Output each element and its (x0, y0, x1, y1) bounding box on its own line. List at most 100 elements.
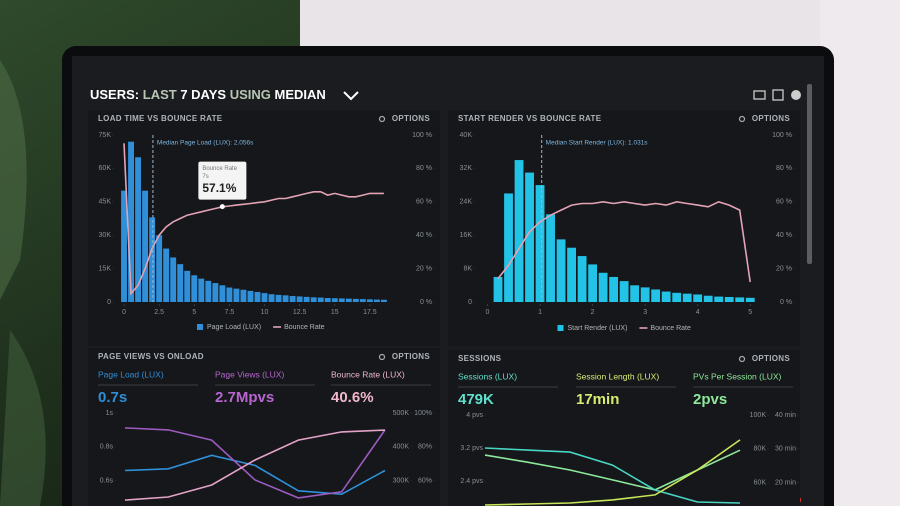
y2-tick-label: 40 % (776, 232, 792, 239)
options-icon[interactable] (378, 115, 386, 123)
leaf (0, 60, 27, 300)
bar (373, 299, 380, 302)
options-button[interactable]: OPTIONS (392, 114, 430, 123)
options-button[interactable]: OPTIONS (752, 114, 790, 123)
y2-tick-label: 60K (754, 479, 767, 486)
bar (598, 272, 608, 302)
bar (191, 275, 198, 302)
options-button[interactable]: OPTIONS (392, 352, 430, 361)
title-part: LAST (143, 87, 177, 102)
panel-title: SESSIONS (458, 354, 502, 363)
legend-swatch (197, 324, 203, 330)
bar (261, 293, 268, 302)
bar (303, 296, 310, 302)
y-tick-label: 2.4 pvs (460, 478, 483, 485)
scrollbar (807, 84, 812, 264)
bar (184, 270, 191, 302)
bar (703, 295, 713, 302)
options-icon[interactable] (738, 355, 746, 363)
help-icon[interactable] (791, 90, 801, 100)
bar (247, 290, 254, 302)
legend-swatch (557, 325, 564, 331)
bar (142, 190, 149, 302)
dashboard-title: USERS: LAST 7 DAYS USING MEDIAN (90, 87, 326, 102)
y-tick-label: 4 pvs (466, 412, 483, 419)
y-tick-label: 30K (99, 232, 112, 239)
bar (275, 294, 282, 302)
y-tick-label: 1s (106, 410, 114, 417)
y3-tick-label: 60% (418, 477, 432, 484)
tooltip-point (219, 204, 225, 210)
y2-tick-label: 300K (393, 477, 410, 484)
bar (226, 287, 233, 302)
bar (240, 289, 247, 302)
y-tick-label: 32K (460, 165, 473, 172)
series-line (123, 143, 384, 296)
tooltip-box (198, 161, 247, 200)
bar (163, 248, 170, 302)
bar (556, 239, 566, 302)
kpi-label: PVs Per Session (LUX) (693, 371, 782, 381)
bar (268, 294, 275, 302)
bar (233, 288, 240, 302)
x-tick-label: 0 (122, 309, 126, 316)
y2-tick-label: 100 % (772, 132, 792, 139)
title-part: 7 DAYS (180, 87, 226, 102)
bar (331, 298, 338, 302)
y3-tick-label: 80% (418, 444, 432, 451)
y2-tick-label: 40 % (416, 232, 432, 239)
x-tick-label: 1 (538, 309, 542, 316)
bar (714, 296, 724, 302)
bar (630, 285, 640, 302)
chart-panel: LOAD TIME VS BOUNCE RATE OPTIONS 0 15K 30K 45… (88, 110, 440, 346)
bar (205, 280, 212, 302)
y2-tick-label: 60 % (776, 199, 792, 206)
bar (661, 291, 671, 302)
kpi-value: 0.7s (98, 389, 127, 406)
series-line (124, 454, 386, 496)
bar (693, 294, 703, 302)
series-line (124, 427, 386, 499)
bar (567, 247, 576, 302)
bar (588, 264, 598, 302)
y2-tick-label: 80K (754, 446, 767, 453)
y2-tick-label: 100K (750, 412, 767, 419)
y2-tick-label: 20 % (416, 265, 432, 272)
tooltip-x: 7s (202, 174, 208, 180)
y2-tick-label: 500K (393, 410, 410, 417)
bar (345, 298, 352, 302)
y3-tick-label: 100% (414, 410, 432, 417)
bar (170, 257, 177, 302)
bar (352, 298, 359, 302)
kpi-value: 2pvs (693, 391, 727, 408)
bar (724, 296, 734, 302)
y-tick-label: 60K (99, 165, 112, 172)
x-tick-label: 10 (261, 309, 269, 316)
chart-panel: START RENDER VS BOUNCE RATE OPTIONS 0 8K 16K… (448, 110, 800, 346)
kpi-label: Session Length (LUX) (576, 371, 659, 381)
bar (296, 296, 303, 302)
x-tick-label: 12.5 (293, 309, 307, 316)
options-icon[interactable] (378, 353, 386, 361)
y-tick-label: 0 (468, 299, 472, 306)
bar (135, 157, 142, 302)
dropdown-chevron[interactable] (343, 91, 359, 101)
median-label: Median Start Render (LUX): 1.031s (546, 140, 649, 147)
title-part: USING (230, 87, 271, 102)
x-tick-label: 0 (486, 309, 490, 316)
options-icon[interactable] (738, 115, 746, 123)
kpi-label: Page Views (LUX) (215, 369, 284, 379)
bar (651, 289, 661, 302)
monitor-icon[interactable] (753, 90, 766, 100)
x-tick-label: 4 (696, 309, 700, 316)
kpi-label: Page Load (LUX) (98, 369, 164, 379)
bar (310, 297, 317, 302)
bar (359, 299, 366, 302)
y-tick-label: 75K (99, 132, 112, 139)
tooltip-value: 57.1% (202, 181, 236, 195)
bar (289, 295, 296, 302)
bar (121, 190, 127, 302)
y2-tick-label: 80 % (776, 165, 792, 172)
options-button[interactable]: OPTIONS (752, 354, 790, 363)
image-icon[interactable] (772, 89, 784, 101)
